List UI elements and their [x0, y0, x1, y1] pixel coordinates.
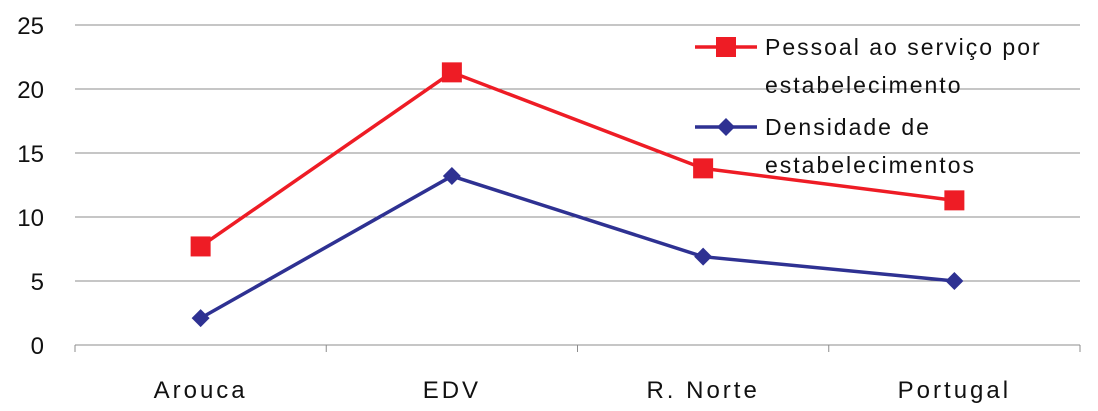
series-0 [190, 62, 965, 257]
y-tick-label: 25 [17, 13, 44, 40]
y-tick-label: 0 [31, 333, 44, 360]
series-group [190, 62, 965, 328]
legend: Pessoal ao serviço por estabelecimento Den… [695, 34, 1042, 178]
data-point [944, 190, 965, 211]
x-tick-label: R. Norte [646, 377, 759, 404]
legend-label: estabelecimento [765, 72, 963, 98]
y-tick-label: 20 [17, 77, 44, 104]
legend-label: estabelecimentos [765, 152, 976, 178]
data-point [441, 62, 462, 83]
series-line [199, 70, 955, 248]
axes: 0 5 10 15 20 25 Arouca EDV R. Norte Portugal [17, 13, 1081, 404]
y-tick-label: 15 [17, 141, 44, 168]
legend-label: Densidade de [765, 114, 931, 140]
y-tick-label: 10 [17, 205, 44, 232]
data-point [442, 167, 461, 186]
x-tick-label: EDV [423, 377, 481, 404]
legend-item: Densidade de estabelecimentos [695, 114, 976, 178]
data-point [693, 158, 714, 179]
series-line [199, 174, 955, 320]
legend-label: Pessoal ao serviço por [765, 34, 1042, 60]
data-point [190, 236, 211, 257]
data-point [191, 309, 210, 328]
x-tick-label: Portugal [898, 377, 1011, 404]
x-tick-label: Arouca [154, 377, 248, 404]
legend-marker [717, 118, 735, 136]
data-point [945, 272, 964, 290]
y-tick-label: 5 [31, 269, 44, 296]
series-1 [191, 167, 964, 328]
legend-marker [716, 37, 736, 57]
legend-item: Pessoal ao serviço por estabelecimento [695, 34, 1042, 98]
data-point [694, 247, 713, 266]
